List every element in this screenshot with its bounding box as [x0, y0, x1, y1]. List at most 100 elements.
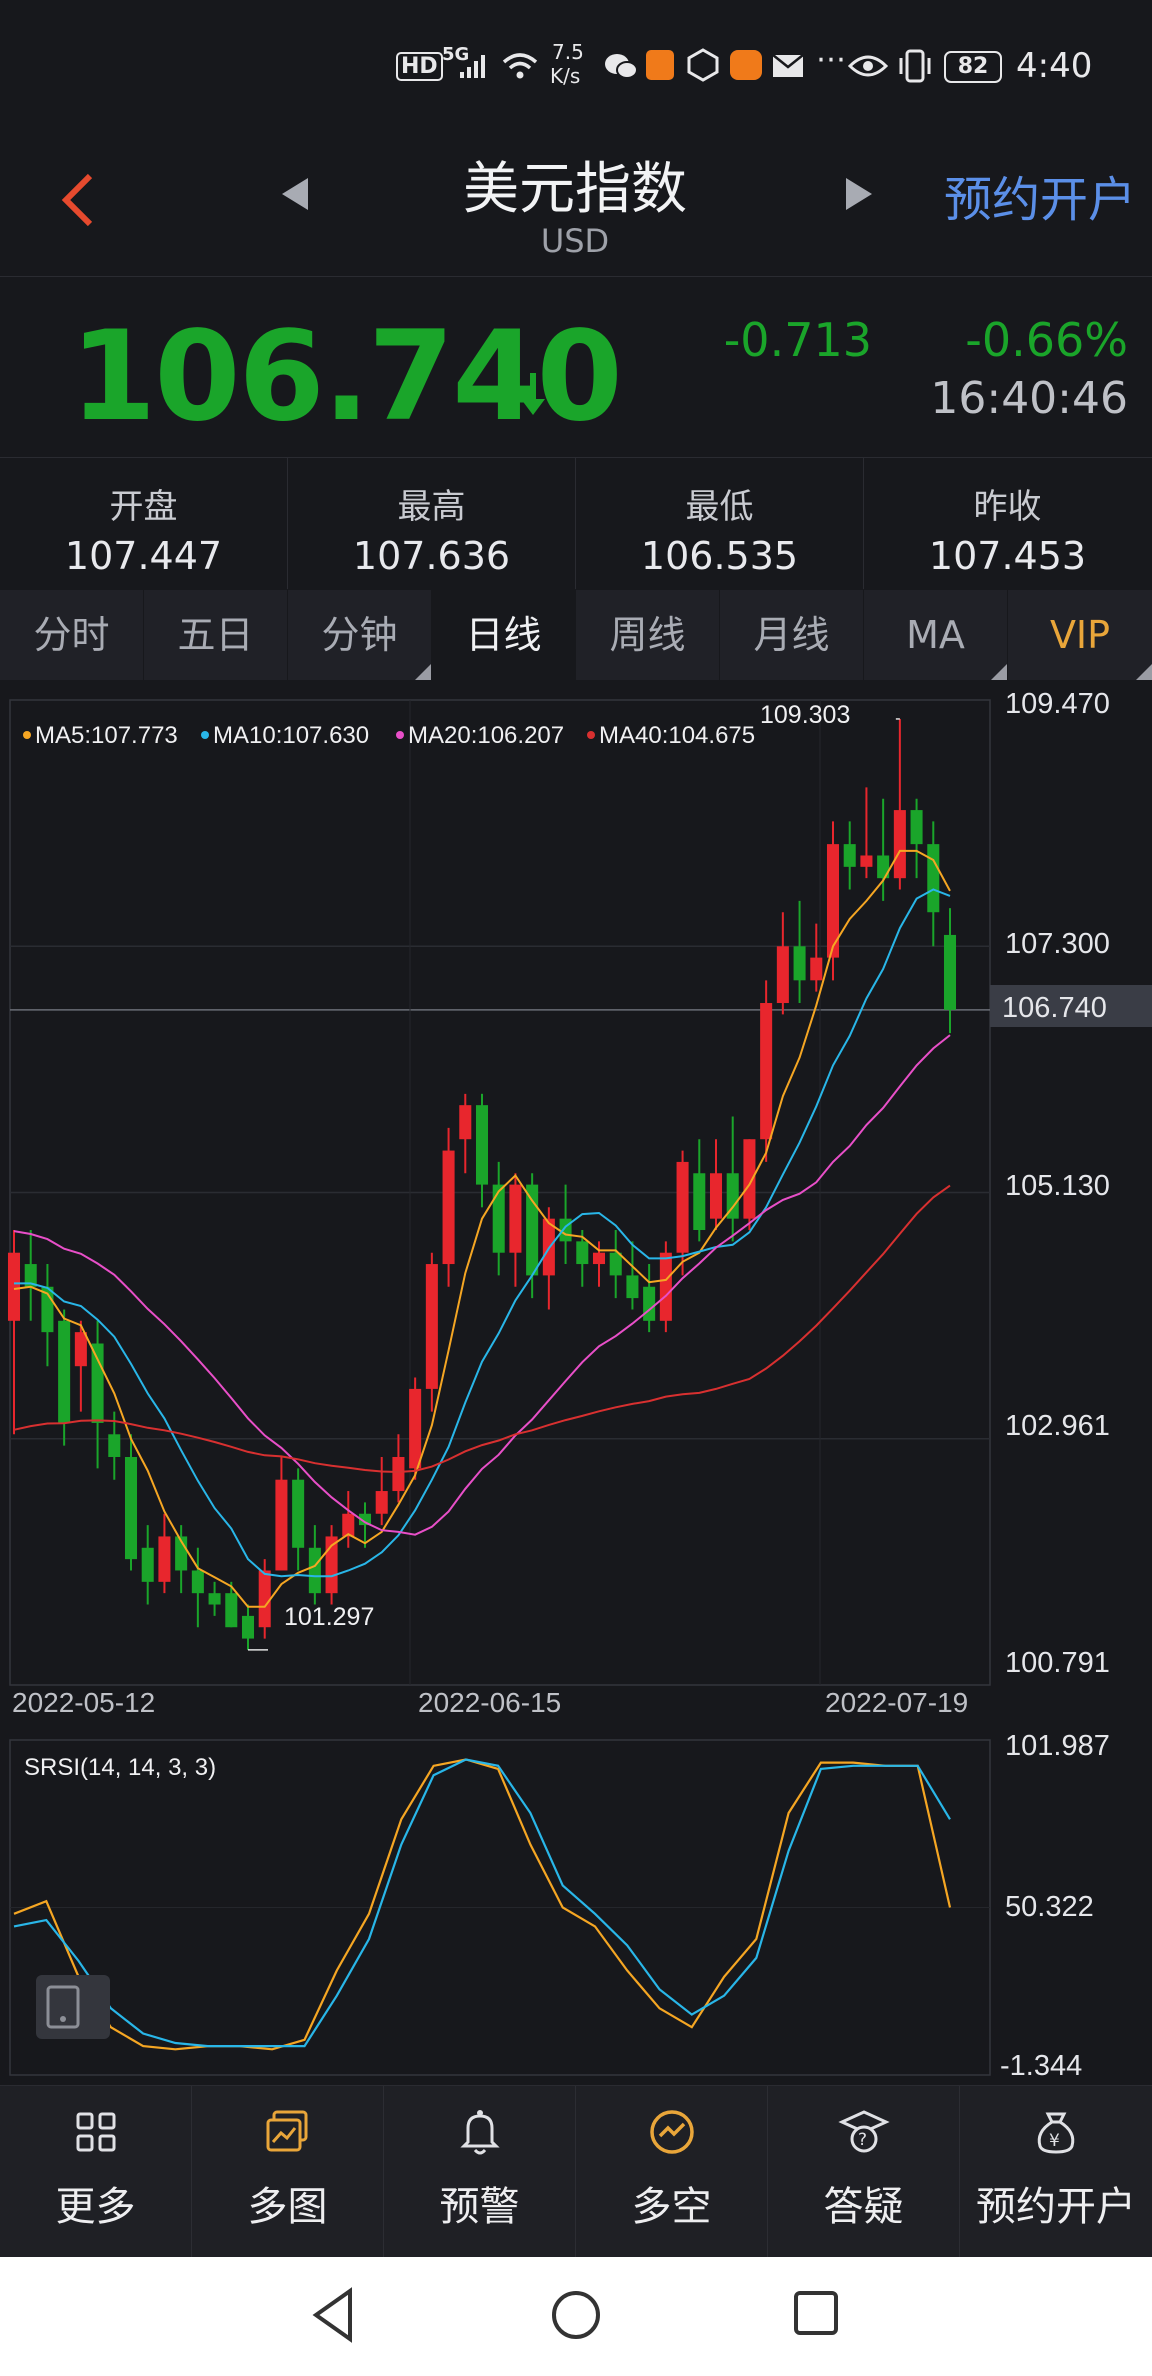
- nav-long-short[interactable]: 多空: [576, 2086, 768, 2258]
- candle-body: [258, 1570, 271, 1628]
- date-label: 2022-05-12: [12, 1687, 155, 1718]
- candle-body: [225, 1593, 238, 1628]
- vibrate-icon: [899, 49, 931, 83]
- wechat-icon: [605, 54, 638, 79]
- ma10-legend-dot: [201, 731, 209, 739]
- grid-icon: [76, 2112, 115, 2152]
- tab-weekly[interactable]: 周线: [576, 590, 720, 680]
- nav-label: 更多: [55, 2184, 136, 2230]
- draw-tool-button[interactable]: [36, 1975, 110, 2039]
- app-orange-icon: [646, 50, 674, 80]
- svg-text:?: ?: [858, 2130, 867, 2150]
- candle-body: [24, 1264, 37, 1287]
- multi-chart-icon: [266, 2110, 307, 2152]
- hand-icon: [687, 48, 719, 82]
- candle-body: [475, 1105, 489, 1185]
- candle-body: [927, 844, 940, 913]
- tab-five-day[interactable]: 五日: [144, 590, 288, 680]
- tab-minute[interactable]: 分钟: [288, 590, 432, 680]
- nav-label: 多图: [247, 2184, 328, 2230]
- candle-body: [141, 1547, 154, 1582]
- nav-qa[interactable]: ? 答疑: [768, 2086, 960, 2258]
- back-arrow-icon[interactable]: [58, 170, 98, 230]
- candle-body: [124, 1456, 138, 1560]
- tab-vip[interactable]: VIP: [1008, 590, 1152, 680]
- nav-alert[interactable]: 预警: [384, 2086, 576, 2258]
- candle-body: [676, 1161, 689, 1253]
- ma-line: [13, 849, 951, 1608]
- stat-value: 106.535: [640, 534, 799, 578]
- candle-body: [826, 844, 840, 958]
- price-change-pct: -0.66%: [965, 313, 1128, 367]
- srsi-axis-label: 50.322: [1005, 1891, 1094, 1923]
- mail-icon: [772, 54, 804, 77]
- dropdown-corner-icon: [1136, 664, 1152, 680]
- ma20-legend-dot: [396, 731, 404, 739]
- candle-body: [509, 1184, 522, 1253]
- candle-body: [358, 1513, 372, 1526]
- system-back-icon[interactable]: [310, 2287, 356, 2343]
- stat-label: 昨收: [973, 487, 1042, 527]
- nav-label: 多空: [631, 2184, 712, 2230]
- candle-body: [810, 957, 823, 981]
- candle-body: [58, 1320, 71, 1423]
- tab-intraday[interactable]: 分时: [0, 590, 144, 680]
- clock: 4:40: [1016, 46, 1093, 86]
- next-instrument-icon[interactable]: [844, 176, 874, 212]
- nav-multi-chart[interactable]: 多图: [192, 2086, 384, 2258]
- candle-body: [709, 1173, 723, 1219]
- candle-body: [74, 1332, 87, 1367]
- y-axis-label: 107.300: [1005, 928, 1110, 960]
- y-axis-label: 102.961: [1005, 1410, 1110, 1442]
- nav-more[interactable]: 更多: [0, 2086, 192, 2258]
- candle-series: [7, 718, 957, 1651]
- system-recents-icon[interactable]: [792, 2289, 840, 2337]
- candle-body: [943, 934, 957, 1010]
- srsi-line: [13, 1758, 952, 2051]
- period-high-label: 109.303: [760, 701, 850, 729]
- y-axis-label: 109.470: [1005, 690, 1110, 720]
- candle-body: [776, 946, 789, 1004]
- candle-body: [459, 1105, 472, 1140]
- tab-ma[interactable]: MA: [864, 590, 1008, 680]
- candle-body: [292, 1479, 305, 1548]
- nav-label: 预约开户: [976, 2184, 1136, 2230]
- ma5-legend: MA5:107.773: [35, 722, 178, 749]
- money-bag-icon: ¥: [1037, 2112, 1075, 2154]
- down-arrow-icon: [521, 373, 545, 415]
- quote-time: 16:40:46: [930, 373, 1128, 424]
- prev-instrument-icon[interactable]: [280, 176, 310, 212]
- candle-body: [7, 1252, 21, 1321]
- candle-body: [526, 1184, 539, 1276]
- y-axis-label: 105.130: [1005, 1170, 1110, 1202]
- tab-monthly[interactable]: 月线: [720, 590, 864, 680]
- tab-label: 分钟: [321, 613, 398, 657]
- stat-value: 107.453: [928, 534, 1087, 578]
- stat-high: 最高 107.636: [288, 457, 576, 589]
- nav-open-account[interactable]: ¥ 预约开户: [960, 2086, 1152, 2258]
- tab-daily[interactable]: 日线: [432, 590, 576, 680]
- eye-icon: [848, 55, 888, 77]
- svg-text:¥: ¥: [1049, 2131, 1060, 2151]
- tab-label: 五日: [177, 613, 254, 657]
- current-price-tag: [990, 985, 1152, 1027]
- system-nav-bar: [0, 2257, 1152, 2376]
- ma20-legend: MA20:106.207: [408, 722, 564, 749]
- candle-body: [208, 1593, 221, 1605]
- open-account-button[interactable]: 预约开户: [944, 172, 1137, 228]
- candle-body: [409, 1388, 422, 1469]
- candle-body: [643, 1286, 656, 1321]
- ma40-legend-dot: [587, 731, 595, 739]
- period-low-label: 101.297: [284, 1603, 374, 1631]
- kline-chart[interactable]: MA5:107.773 MA10:107.630 MA20:106.207 MA…: [0, 690, 1152, 2085]
- candle-body: [425, 1264, 438, 1389]
- candle-body: [743, 1139, 756, 1219]
- srsi-title: SRSI(14, 14, 3, 3): [24, 1754, 216, 1781]
- candle-body: [342, 1513, 355, 1537]
- qa-cap-icon: ?: [837, 2110, 890, 2153]
- candle-body: [877, 855, 890, 879]
- signal-icon: [460, 55, 485, 78]
- system-home-icon[interactable]: [550, 2289, 602, 2341]
- wifi-icon: [502, 53, 538, 79]
- quote-panel: 106.740 -0.713 -0.66% 16:40:46: [0, 276, 1152, 458]
